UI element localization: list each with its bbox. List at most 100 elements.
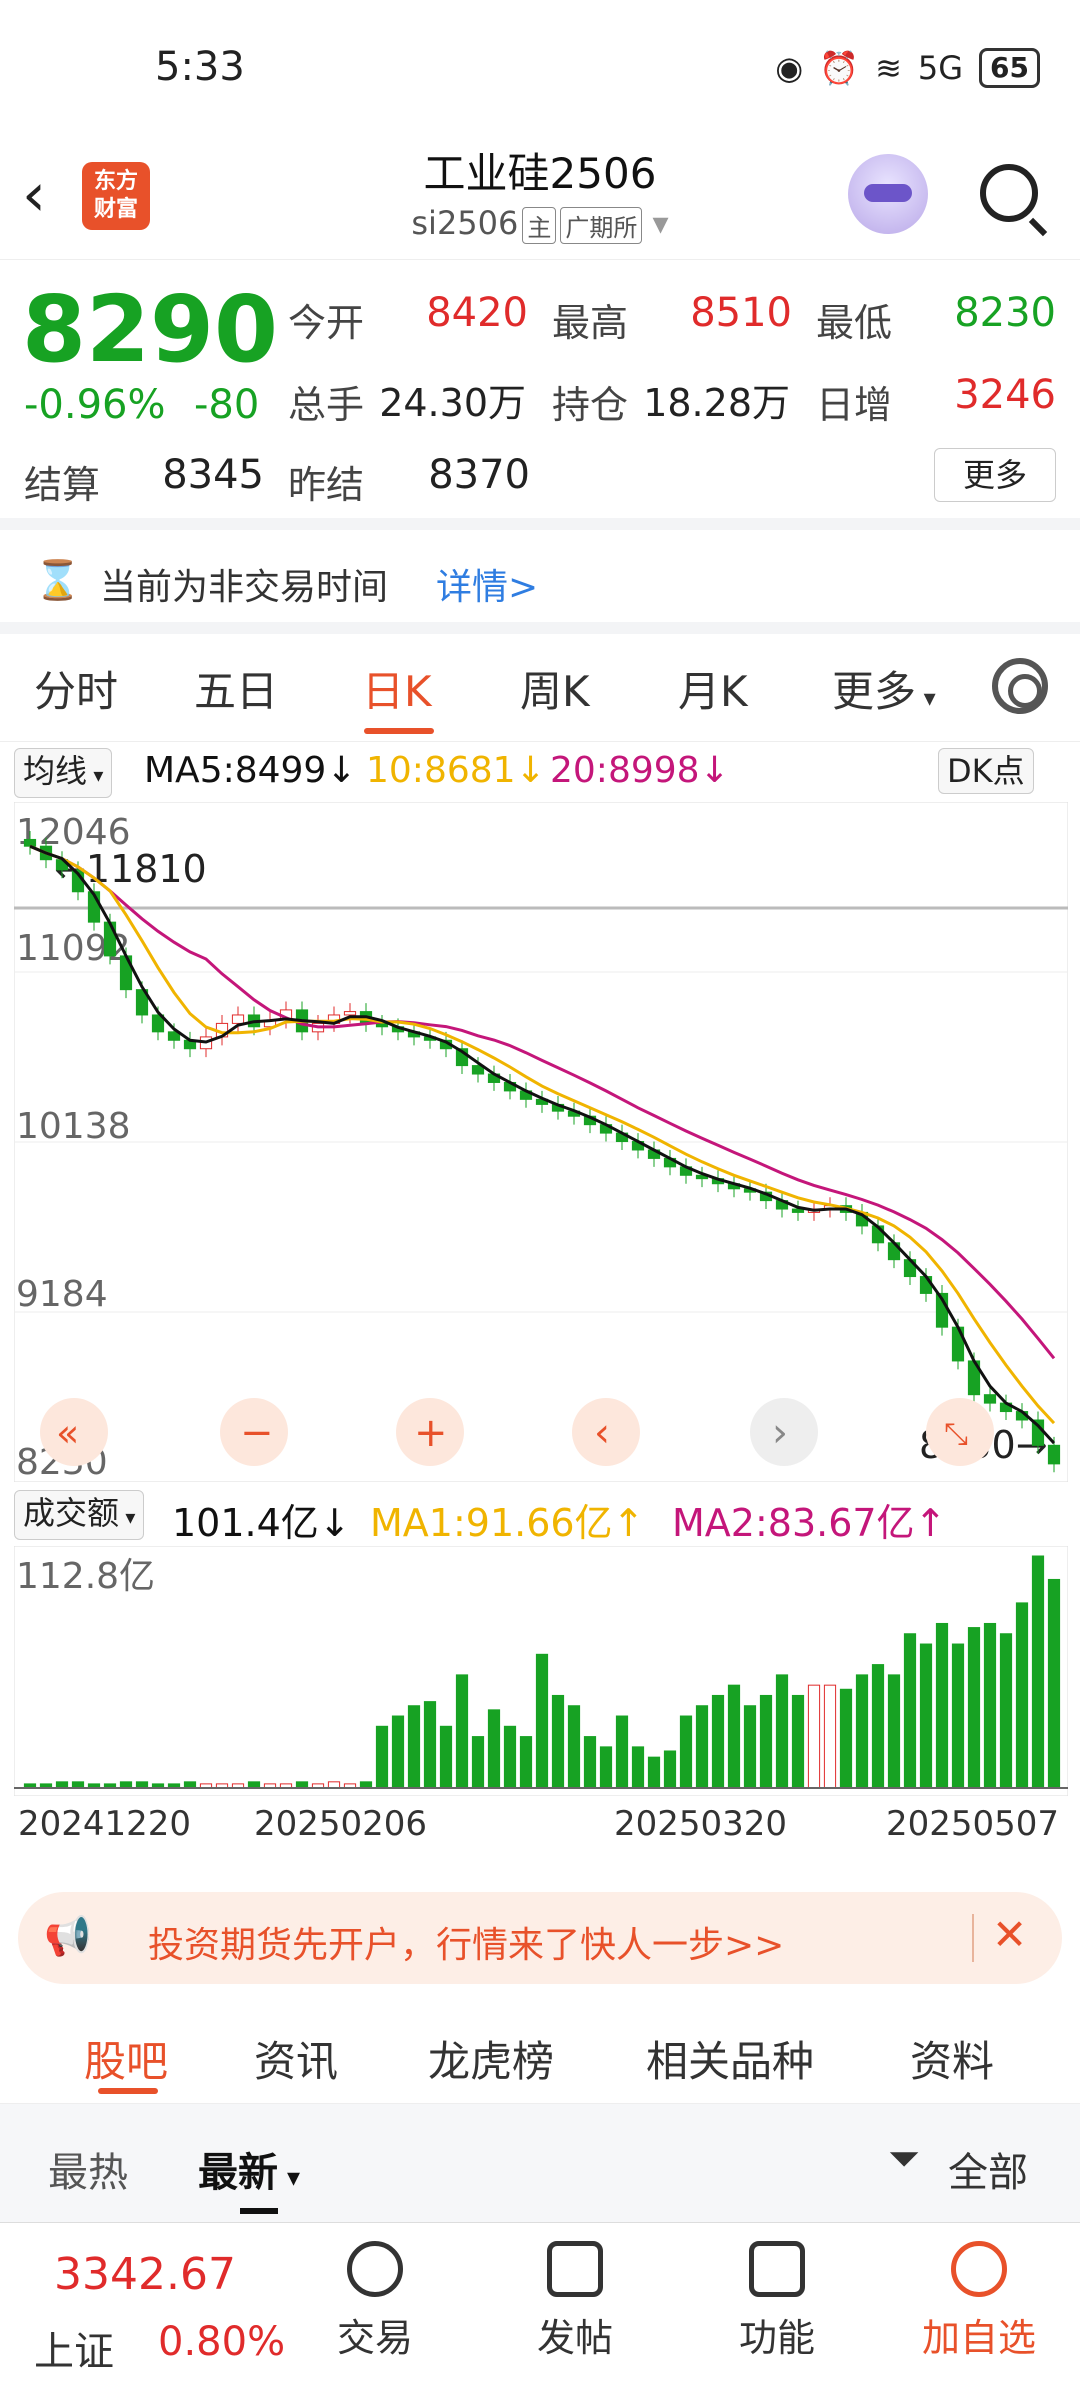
high-value: 8510: [690, 290, 792, 336]
candle-body: [151, 1014, 165, 1033]
volume-bar: [935, 1622, 949, 1789]
yen-icon: [347, 2241, 403, 2297]
candle-body: [23, 838, 37, 847]
index-value[interactable]: 3342.67: [54, 2249, 236, 2300]
sort-new[interactable]: 最新 ▾: [198, 2150, 301, 2196]
scroll-left-fast-button[interactable]: [40, 1398, 108, 1466]
scroll-left-button[interactable]: [572, 1398, 640, 1466]
volume-bar: [967, 1627, 981, 1789]
close-icon[interactable]: ✕: [992, 1910, 1028, 1959]
volume-bar: [775, 1674, 789, 1789]
community-tabs: 股吧 资讯 龙虎榜 相关品种 资料: [0, 2000, 1080, 2104]
status-bar: 5:33 ◉ ⏰ ≋ 5G 65: [0, 0, 1080, 140]
volume-max-label: 112.8亿: [16, 1556, 155, 1597]
indicator-select[interactable]: 均线 ▾: [14, 748, 113, 798]
volume-indicator-select[interactable]: 成交额 ▾: [14, 1490, 145, 1540]
volume-bar: [407, 1705, 421, 1789]
notice-text: 当前为非交易时间: [100, 567, 389, 608]
minus-icon: −: [240, 1410, 274, 1456]
volume-bar: [839, 1688, 853, 1789]
tab-dragon-tiger[interactable]: 龙虎榜: [428, 2037, 555, 2086]
search-icon[interactable]: [980, 164, 1038, 222]
tab-minute[interactable]: 分时: [34, 667, 119, 716]
tab-monthly-k[interactable]: 月K: [678, 667, 748, 716]
index-pct[interactable]: 0.80%: [158, 2319, 286, 2365]
candle-body: [343, 1011, 357, 1016]
more-button[interactable]: 更多: [934, 448, 1056, 502]
trade-button[interactable]: 交易: [310, 2241, 440, 2362]
back-icon[interactable]: ‹: [22, 160, 46, 230]
sort-hot[interactable]: 最热: [48, 2150, 128, 2196]
filter-icon[interactable]: ⏷: [888, 2136, 920, 2182]
promo-banner[interactable]: 📢 投资期货先开户，行情来了快人一步>> ✕: [18, 1892, 1062, 1984]
volume-bar: [679, 1715, 693, 1789]
oi-value: 18.28万: [643, 381, 790, 425]
top-header: ‹ 东方 财富 工业硅2506 si2506 主广期所 ▾: [0, 140, 1080, 260]
tab-info[interactable]: 资料: [910, 2037, 995, 2086]
settle-label: 结算: [24, 463, 101, 507]
zoom-out-button[interactable]: [220, 1398, 288, 1466]
trading-notice: ⌛ 当前为非交易时间 详情>: [0, 530, 1080, 634]
volume-legend: 成交额 ▾ 101.4亿↓ MA1:91.66亿↑ MA2:83.67亿↑: [0, 1486, 1080, 1545]
post-button[interactable]: 发帖: [510, 2241, 640, 2362]
fullscreen-button[interactable]: [926, 1398, 994, 1466]
notice-details-link[interactable]: 详情>: [436, 567, 539, 608]
volume-bar: [823, 1684, 837, 1789]
ma20-value: 20:8998↓: [550, 750, 730, 791]
ma10-line: [29, 844, 1056, 1425]
tab-daily-k[interactable]: 日K: [362, 667, 432, 716]
volume-label: 总手: [288, 383, 365, 427]
scroll-right-button[interactable]: [750, 1398, 818, 1466]
volume-bar: [951, 1643, 965, 1789]
assistant-robot-icon[interactable]: [848, 154, 928, 234]
grid-icon: [749, 2241, 805, 2297]
expand-icon: ⤡: [944, 1417, 968, 1452]
gear-icon[interactable]: [992, 658, 1048, 714]
volume-bar: [423, 1701, 437, 1789]
app-logo: 东方 财富: [82, 162, 150, 230]
date-label-2: 20250206: [254, 1804, 428, 1844]
volume-bar: [1031, 1555, 1045, 1789]
volume-bars-group: [23, 1555, 1061, 1789]
volume-bar: [375, 1725, 389, 1789]
instrument-subtitle[interactable]: si2506 主广期所 ▾: [411, 204, 669, 244]
subtab-underline: [98, 2088, 158, 2094]
tab-five-day[interactable]: 五日: [194, 667, 279, 716]
tab-more[interactable]: 更多 ▾: [832, 667, 936, 716]
volume-bar: [919, 1643, 933, 1789]
daily-inc-label: 日增: [816, 383, 893, 427]
index-name[interactable]: 上证: [34, 2329, 114, 2375]
volume-bar: [567, 1705, 581, 1789]
oi-label: 持仓: [552, 383, 629, 427]
volume-bar: [519, 1736, 533, 1789]
volume-bar: [471, 1736, 485, 1789]
volume-bar: [807, 1684, 821, 1789]
candlestick-chart[interactable]: 12046 11092 10138 9184 8230 ←11810 8230→…: [14, 802, 1068, 1482]
volume-bar: [999, 1633, 1013, 1789]
volume-bar: [503, 1725, 517, 1789]
tab-news[interactable]: 资讯: [254, 2037, 339, 2086]
tab-guba[interactable]: 股吧: [84, 2037, 169, 2086]
ma5-value: MA5:8499↓: [144, 750, 357, 791]
zoom-in-button[interactable]: [396, 1398, 464, 1466]
volume-bar: [983, 1622, 997, 1789]
volume-ma2: MA2:83.67亿↑: [672, 1501, 947, 1545]
function-button[interactable]: 功能: [712, 2241, 842, 2362]
volume-chart[interactable]: 112.8亿: [14, 1546, 1068, 1796]
volume-bar: [855, 1674, 869, 1789]
bottom-bar: 3342.67 上证 0.80% 交易 发帖 功能 加自选: [0, 2222, 1080, 2400]
quote-panel: 8290 -0.96% -80 今开 8420 最高 8510 最低 8230 …: [0, 262, 1080, 530]
volume-bar: [455, 1674, 469, 1789]
ma5-line: [29, 844, 1056, 1445]
banner-divider: [972, 1914, 974, 1962]
status-icons: ◉ ⏰ ≋ 5G 65: [775, 48, 1040, 88]
add-watchlist-button[interactable]: 加自选: [914, 2241, 1044, 2362]
dk-point-button[interactable]: DK点: [938, 748, 1034, 794]
tab-weekly-k[interactable]: 周K: [520, 667, 590, 716]
low-label: 最低: [816, 301, 893, 345]
tab-related[interactable]: 相关品种: [646, 2037, 815, 2086]
volume-bar: [1047, 1578, 1061, 1789]
filter-all[interactable]: 全部: [948, 2150, 1028, 2196]
plus-icon: +: [414, 1410, 448, 1456]
volume-bar: [599, 1746, 613, 1789]
